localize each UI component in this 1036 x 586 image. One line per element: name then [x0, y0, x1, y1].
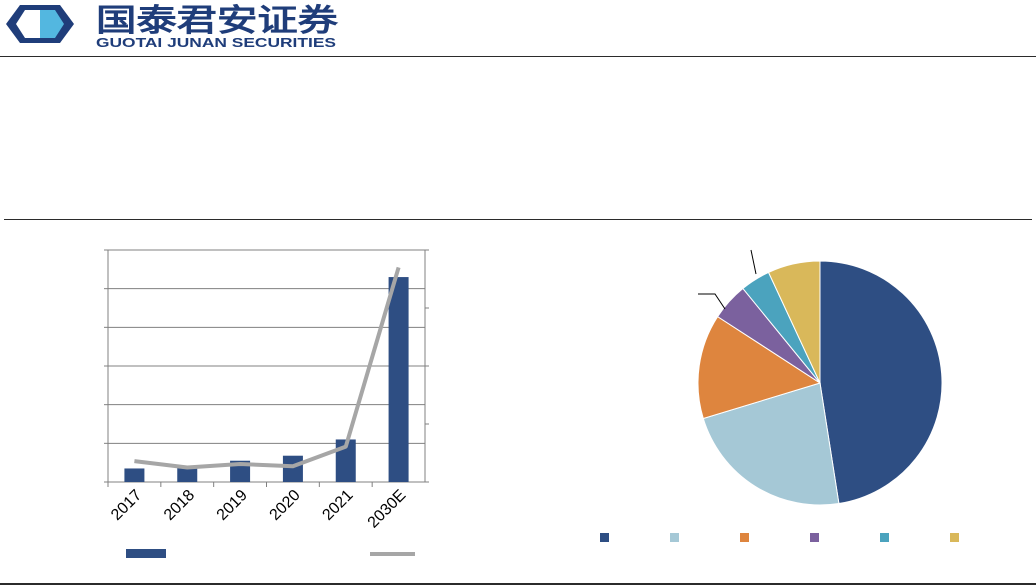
legend-swatch [670, 533, 679, 542]
header-divider [0, 56, 1036, 57]
legend-swatch [740, 533, 749, 542]
bar-line-chart: 2017 2018 2019 2020 2021 2030E [80, 236, 460, 566]
x-tick-label: 2030E [365, 487, 410, 532]
section-divider [4, 219, 1032, 220]
pie-chart-svg [600, 249, 959, 542]
bar [282, 455, 303, 482]
footer-divider [0, 583, 1036, 585]
legend-swatch [810, 533, 819, 542]
legend-swatch [950, 533, 959, 542]
x-tick-label: 2021 [319, 487, 356, 524]
x-tick-label: 2018 [161, 487, 198, 524]
legend-swatch [880, 533, 889, 542]
slice-leader-line [750, 249, 757, 275]
x-tick-label: 2020 [267, 487, 304, 524]
bar [388, 277, 409, 482]
slice-leader-line [698, 293, 726, 310]
report-header: 国泰君安证券 GUOTAI JUNAN SECURITIES [0, 0, 1036, 57]
bar [177, 465, 198, 482]
legend-bar-swatch [126, 549, 166, 558]
legend-swatch [600, 533, 609, 542]
pie-slice [767, 260, 821, 384]
bar-line-chart-svg: 2017 2018 2019 2020 2021 2030E [104, 249, 429, 558]
pie-slice [697, 315, 822, 420]
line-series [134, 266, 401, 470]
logo-chinese-name: 国泰君安证券 [96, 3, 339, 38]
company-logo-icon [6, 5, 74, 43]
pie-slice [702, 382, 840, 506]
pie-slice [819, 260, 943, 505]
svg-text:GUOTAI JUNAN SECURITIES: GUOTAI JUNAN SECURITIES [96, 35, 336, 49]
bar [124, 468, 145, 482]
pie-chart [560, 236, 1020, 566]
logo-english-name: GUOTAI JUNAN SECURITIES [96, 35, 336, 49]
svg-text:国泰君安证券: 国泰君安证券 [96, 3, 339, 38]
x-tick-label: 2019 [214, 487, 251, 524]
x-tick-label: 2017 [108, 487, 145, 524]
